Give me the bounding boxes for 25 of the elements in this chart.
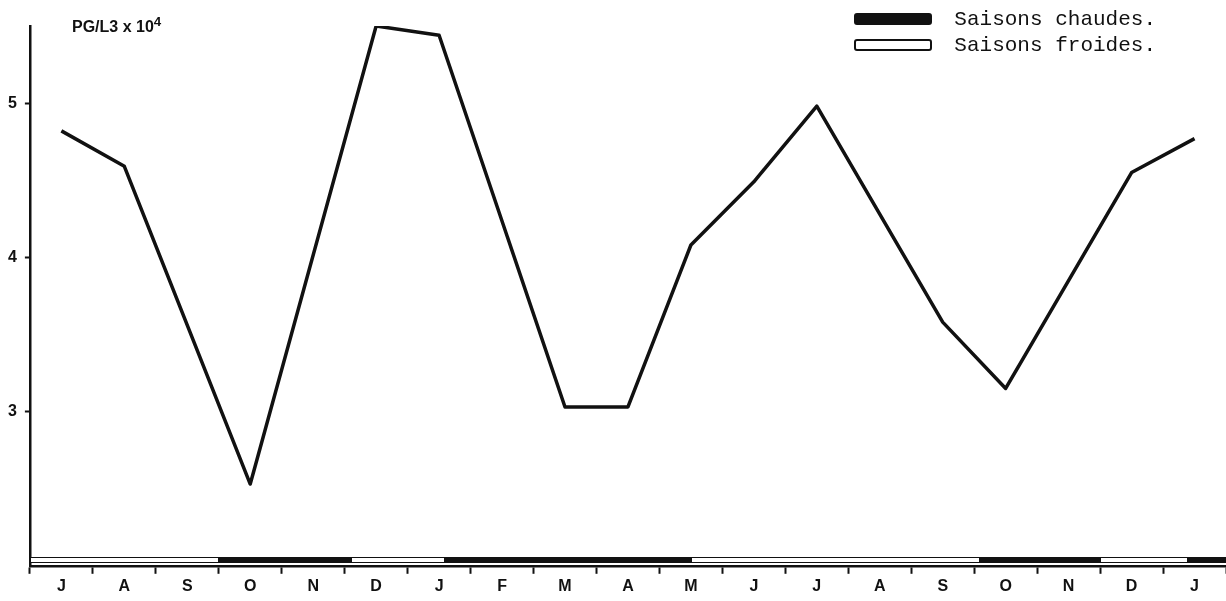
x-tick-label: M: [684, 576, 698, 594]
x-tick-label: O: [999, 576, 1012, 594]
y-tick-label: 4: [7, 247, 17, 265]
x-tick-label: D: [370, 576, 382, 594]
x-tick-label: M: [558, 576, 572, 594]
x-tick-label: O: [244, 576, 257, 594]
y-axis-title: PG/L3 x 10$^{4}$: [72, 14, 162, 37]
x-tick-label: J: [1190, 576, 1199, 594]
x-tick-label: N: [307, 576, 319, 594]
x-tick-label: S: [181, 576, 193, 594]
annotation: Saisons froides.: [954, 33, 1156, 57]
x-tick-label: J: [56, 576, 66, 594]
x-tick-label: A: [118, 576, 131, 594]
y-tick-label: 5: [7, 93, 17, 111]
x-tick-label: D: [1125, 576, 1138, 594]
x-tick-label: N: [1062, 576, 1075, 594]
annotation: Saisons chaudes.: [954, 7, 1156, 31]
x-tick-label: F: [497, 576, 508, 594]
x-tick-label: J: [434, 576, 444, 594]
x-tick-label: A: [622, 576, 635, 594]
x-tick-label: A: [873, 576, 886, 594]
x-tick-label: S: [937, 576, 949, 594]
x-tick-label: J: [749, 576, 759, 594]
x-tick-label: J: [812, 576, 822, 594]
y-tick-label: 3: [7, 401, 17, 419]
